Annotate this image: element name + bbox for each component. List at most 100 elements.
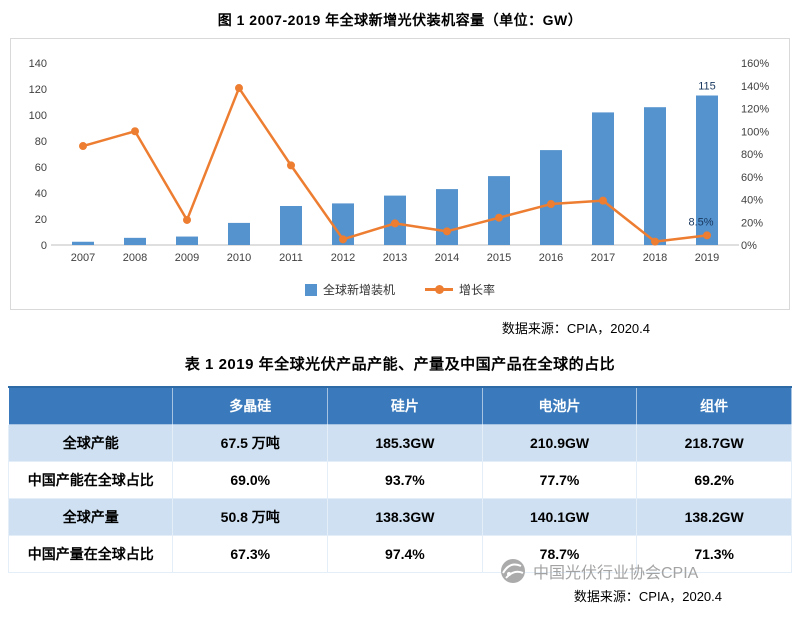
watermark: 中国光伏行业协会CPIA: [500, 558, 698, 584]
right-axis-tick: 140%: [741, 81, 769, 93]
line-point-2013: [391, 219, 399, 228]
legend-item-growth: 增长率: [425, 281, 495, 298]
table-source-note: 数据来源：CPIA，2020.4: [573, 589, 722, 604]
table-cell: 218.7GW: [636, 424, 792, 462]
left-axis-tick: 40: [35, 188, 47, 200]
installed-capacity-chart: 0 20 40 60 80 100 120 140 0% 20% 40% 60% 80% 100% 120%…: [29, 58, 770, 264]
table-cell: 69.2%: [636, 461, 792, 499]
row-label: 全球产能: [7, 424, 174, 462]
table-title: 表 1 2019 年全球光伏产品产能、产量及中国产品在全球的占比: [184, 356, 616, 373]
bar-2017: [592, 112, 614, 246]
bar-2007: [72, 241, 94, 245]
line-point-2010: [235, 84, 243, 93]
x-axis-label: 2010: [227, 252, 251, 264]
line-series-swatch-icon: [425, 285, 453, 294]
line-point-2018: [651, 237, 659, 246]
chart-legend: 全球新增装机 增长率: [11, 281, 789, 298]
table-cell: 138.3GW: [327, 498, 483, 536]
x-axis-label: 2009: [175, 252, 199, 264]
header-cell-empty: [7, 386, 174, 425]
line-point-2015: [495, 213, 503, 222]
table-header-row: 多晶硅 硅片 电池片 组件: [7, 386, 792, 425]
x-axis-label: 2013: [383, 252, 407, 264]
table-cell: 77.7%: [481, 461, 638, 499]
table-cell: 185.3GW: [327, 424, 483, 462]
left-axis-tick: 120: [29, 84, 47, 96]
x-axis-label: 2017: [591, 252, 615, 264]
table-row: 中国产能在全球占比 69.0% 93.7% 77.7% 69.2%: [7, 461, 792, 499]
line-point-2011: [287, 161, 295, 170]
x-axis-label: 2012: [331, 252, 355, 264]
line-point-2016: [547, 200, 555, 209]
line-point-2019: [703, 231, 711, 240]
line-series-dot-icon: [435, 285, 444, 294]
line-point-2014: [443, 227, 451, 236]
table-cell: 210.9GW: [481, 424, 638, 462]
x-axis-label: 2014: [435, 252, 459, 264]
left-axis-tick: 60: [35, 162, 47, 174]
table-cell: 71.3%: [636, 535, 792, 573]
header-cell-cell: 电池片: [481, 386, 638, 425]
bar-2016: [540, 150, 562, 245]
bar-2014: [436, 189, 458, 245]
row-label: 中国产量在全球占比: [7, 535, 174, 573]
right-axis-tick: 160%: [741, 58, 769, 70]
pv-products-table: 多晶硅 硅片 电池片 组件 全球产能 67.5 万吨 185.3GW 210.9…: [7, 386, 792, 573]
header-cell-module: 组件: [636, 386, 792, 425]
legend-label-installed: 全球新增装机: [322, 283, 395, 297]
bar-2019: [696, 95, 718, 245]
table-cell: 93.7%: [327, 461, 483, 499]
table-cell: 140.1GW: [481, 498, 638, 536]
bar-2018: [644, 107, 666, 245]
x-axis-label: 2016: [539, 252, 563, 264]
table-cell: 67.3%: [172, 535, 329, 573]
bar-2011: [280, 206, 302, 245]
x-axis-label: 2019: [695, 252, 719, 264]
x-axis-label: 2015: [487, 252, 511, 264]
right-axis-tick: 60%: [741, 172, 763, 184]
left-axis-tick: 140: [29, 58, 47, 70]
x-axis-label: 2018: [643, 252, 667, 264]
left-axis-tick: 100: [29, 110, 47, 122]
x-axis-label: 2011: [279, 252, 303, 264]
bar-2008: [124, 237, 146, 245]
chart-area: 0 20 40 60 80 100 120 140 0% 20% 40% 60% 80% 100% 120%…: [10, 38, 790, 310]
line-point-2009: [183, 215, 191, 224]
right-axis-tick: 100%: [741, 126, 769, 138]
right-axis-tick: 40%: [741, 195, 763, 207]
right-axis-tick: 120%: [741, 104, 769, 116]
line-point-2007: [79, 142, 87, 151]
row-label: 中国产能在全球占比: [7, 461, 174, 499]
right-axis-tick: 20%: [741, 217, 763, 229]
table-row: 中国产量在全球占比 67.3% 97.4% 78.7% 71.3%: [7, 535, 792, 573]
legend-label-growth: 增长率: [459, 283, 496, 297]
legend-item-installed: 全球新增装机: [304, 281, 395, 298]
right-axis-tick: 80%: [741, 149, 763, 161]
line-point-2017: [599, 196, 607, 205]
left-axis-tick: 0: [41, 240, 47, 252]
bar-2009: [176, 236, 198, 245]
line-point-2008: [131, 127, 139, 136]
bar-2010: [228, 222, 250, 245]
row-label: 全球产量: [7, 498, 174, 536]
bar-2015: [488, 176, 510, 245]
data-label: 8.5%: [688, 216, 713, 228]
x-axis-label: 2008: [123, 252, 147, 264]
watermark-text: 中国光伏行业协会CPIA: [533, 565, 699, 582]
table-row: 全球产量 50.8 万吨 138.3GW 140.1GW 138.2GW: [7, 498, 792, 536]
header-cell-polysilicon: 多晶硅: [172, 386, 329, 425]
table-cell: 50.8 万吨: [172, 498, 329, 536]
data-label: 115: [698, 81, 716, 93]
left-axis-tick: 80: [35, 136, 47, 148]
x-axis-label: 2007: [71, 252, 95, 264]
table-cell: 138.2GW: [636, 498, 792, 536]
line-point-2012: [339, 235, 347, 244]
chart-source-note: 数据来源：CPIA，2020.4: [501, 321, 650, 336]
table-row: 全球产能 67.5 万吨 185.3GW 210.9GW 218.7GW: [7, 424, 792, 462]
table-cell: 69.0%: [172, 461, 329, 499]
table-cell: 67.5 万吨: [172, 424, 329, 462]
bar-2012: [332, 203, 354, 245]
cpia-logo-icon: [501, 559, 525, 583]
table-cell: 97.4%: [327, 535, 483, 573]
